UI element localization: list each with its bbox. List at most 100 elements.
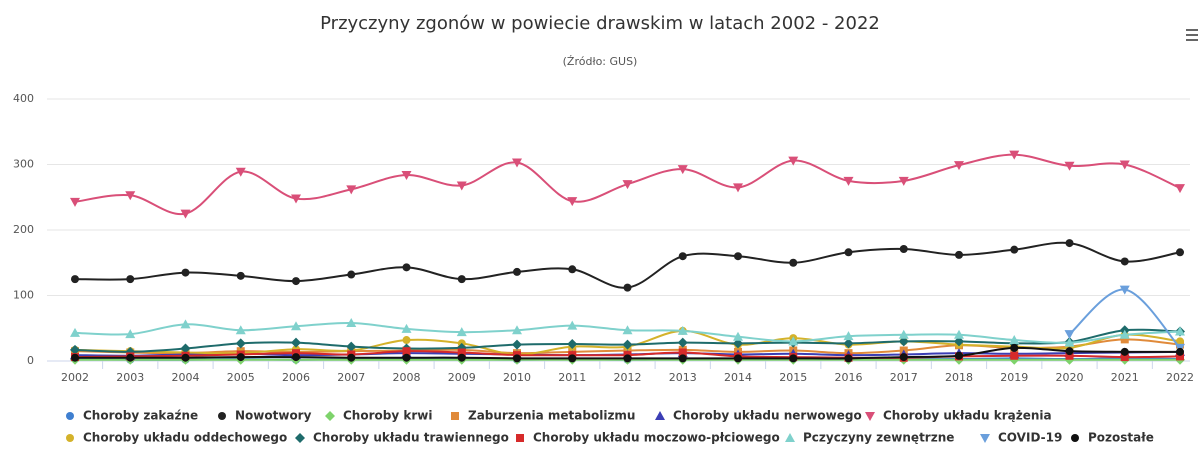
menu-bar[interactable] — [1186, 29, 1198, 31]
marker — [516, 434, 524, 442]
marker — [678, 354, 687, 363]
menu-bar[interactable] — [1186, 39, 1198, 41]
marker — [865, 412, 875, 421]
legend-label: Zaburzenia metabolizmu — [468, 409, 635, 423]
legend-item[interactable]: Nowotwory — [218, 409, 312, 423]
legend-label: Pozostałe — [1088, 431, 1154, 445]
legend-item[interactable]: Choroby zakaźne — [66, 409, 198, 423]
legend-item[interactable]: Choroby układu trawiennego — [295, 431, 509, 445]
marker — [292, 353, 300, 362]
y-tick-label: 200 — [13, 223, 34, 236]
marker — [71, 275, 79, 284]
marker — [954, 329, 964, 339]
chart-subtitle: (Źródło: GUS) — [563, 55, 638, 68]
marker — [1010, 245, 1019, 254]
series — [1064, 285, 1185, 353]
marker — [457, 353, 466, 362]
marker — [622, 325, 633, 335]
series — [70, 318, 1185, 347]
marker — [788, 156, 799, 166]
marker — [457, 275, 466, 284]
legend-item[interactable]: Choroby krwi — [325, 409, 432, 423]
marker — [456, 181, 467, 191]
marker — [236, 353, 245, 362]
legend-label: Choroby zakaźne — [83, 409, 198, 423]
x-tick-label: 2021 — [1111, 371, 1139, 384]
marker — [954, 336, 964, 347]
marker — [512, 158, 522, 168]
legend-item[interactable]: Choroby układu moczowo-płciowego — [516, 431, 780, 445]
marker — [568, 354, 577, 363]
marker — [180, 343, 191, 354]
x-tick-label: 2007 — [337, 371, 365, 384]
x-tick-label: 2020 — [1056, 371, 1084, 384]
marker — [1064, 330, 1075, 340]
marker — [843, 331, 854, 341]
marker — [325, 411, 335, 421]
marker — [1176, 248, 1184, 257]
marker — [401, 170, 412, 180]
marker — [1010, 351, 1019, 360]
menu-icon[interactable] — [1186, 29, 1198, 41]
legend-item[interactable]: Choroby układu oddechowego — [66, 431, 287, 445]
marker — [70, 344, 80, 355]
chart-title: Przyczyny zgonów w powiecie drawskim w l… — [320, 13, 880, 34]
marker — [677, 325, 688, 335]
y-tick-label: 0 — [27, 354, 34, 367]
marker — [568, 265, 577, 274]
marker — [789, 354, 798, 363]
legend-item[interactable]: Zaburzenia metabolizmu — [451, 409, 635, 423]
legend-item[interactable]: COVID-19 — [980, 431, 1062, 445]
x-tick-label: 2011 — [558, 371, 586, 384]
marker — [1120, 347, 1129, 356]
marker — [66, 434, 74, 442]
marker — [844, 248, 853, 257]
marker — [512, 325, 522, 335]
marker — [785, 433, 795, 442]
marker — [899, 353, 908, 362]
marker — [1176, 347, 1184, 356]
marker — [346, 318, 357, 328]
menu-bar[interactable] — [1186, 34, 1198, 36]
legend-item[interactable]: Choroby układu krążenia — [865, 409, 1052, 423]
marker — [402, 347, 411, 356]
marker — [1064, 337, 1075, 347]
marker — [843, 176, 854, 186]
marker — [456, 327, 467, 337]
marker — [71, 353, 79, 362]
marker — [677, 337, 688, 348]
legend-item[interactable]: Pczyczyny zewnętrzne — [785, 431, 954, 445]
marker — [126, 353, 135, 362]
x-tick-label: 2012 — [614, 371, 642, 384]
y-tick-label: 300 — [13, 158, 34, 171]
marker — [235, 325, 246, 335]
marker — [236, 271, 245, 280]
marker — [347, 353, 356, 362]
marker — [1065, 347, 1074, 356]
legend-label: Pczyczyny zewnętrzne — [803, 431, 954, 445]
marker — [898, 329, 909, 339]
marker — [789, 258, 798, 267]
series — [70, 150, 1185, 219]
series — [71, 239, 1184, 292]
x-tick-label: 2005 — [227, 371, 255, 384]
marker — [180, 209, 191, 219]
legend-item[interactable]: Choroby układu nerwowego — [655, 409, 862, 423]
legend-label: Choroby układu nerwowego — [673, 409, 862, 423]
marker — [678, 252, 687, 261]
x-tick-label: 2009 — [448, 371, 476, 384]
marker — [898, 176, 909, 186]
marker — [954, 161, 964, 171]
marker — [622, 180, 633, 190]
marker — [734, 354, 742, 363]
marker — [1071, 434, 1079, 442]
marker — [235, 338, 246, 349]
marker — [567, 197, 578, 207]
series — [71, 343, 1184, 363]
marker — [622, 339, 633, 350]
marker — [955, 250, 963, 259]
marker — [1119, 160, 1130, 170]
legend-item[interactable]: Pozostałe — [1071, 431, 1154, 445]
marker — [181, 353, 190, 362]
